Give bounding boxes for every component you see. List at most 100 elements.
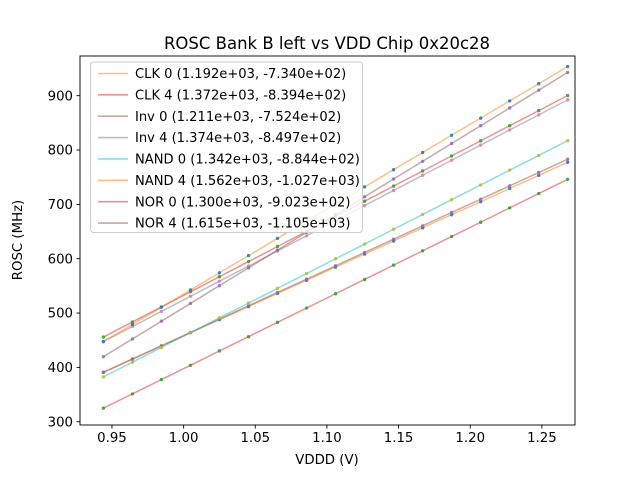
data-point [217,283,222,288]
legend-label: Inv 4 (1.374e+03, -8.497e+02) [135,131,341,146]
data-point [420,159,425,163]
data-point [362,185,367,189]
chart-title: ROSC Bank B left vs VDD Chip 0x20c28 [164,34,490,53]
data-point [420,150,425,155]
data-point [537,153,541,158]
data-point [246,301,251,305]
data-point [565,157,570,161]
data-point [362,242,367,246]
data-point [130,360,135,364]
data-point [507,184,512,188]
data-point [391,177,396,181]
legend-label: CLK 0 (1.192e+03, -7.340e+02) [135,67,346,82]
x-tick-label: 1.15 [384,431,414,446]
data-point [217,271,222,275]
data-point [246,253,251,258]
legend-item: CLK 4 (1.372e+03, -8.394e+02) [98,88,346,103]
data-point [130,320,135,324]
data-point [304,306,309,310]
y-tick-label: 800 [48,144,73,159]
data-point [391,167,396,172]
legend-label: NAND 4 (1.562e+03, -1.027e+03) [135,174,360,189]
data-point [565,64,570,69]
data-point [333,292,338,296]
data-point [507,186,512,191]
plot-layer: 0.95 1.00 1.05 1.10 1.15 1.20 1.25 300 400 500 600… [48,55,576,446]
data-point [246,334,251,339]
data-point [246,259,251,264]
data-point [159,319,164,323]
data-point [101,339,106,344]
data-point [449,210,454,215]
x-tick-label: 1.00 [169,431,199,446]
data-point [130,357,135,361]
data-point [101,375,106,379]
data-point [420,224,425,228]
data-point [449,133,454,137]
data-point [246,266,251,270]
data-point [479,197,483,201]
data-point [420,212,425,217]
data-point [391,263,396,267]
legend-label: NAND 0 (1.342e+03, -8.844e+02) [135,153,360,168]
data-point [130,322,135,327]
legend-item: NOR 4 (1.615e+03, -1.105e+03) [98,217,350,232]
data-point [188,294,193,299]
data-point [362,250,367,255]
data-point [333,257,338,261]
data-point [275,290,280,295]
data-point [101,406,106,410]
y-tick-label: 500 [48,307,73,322]
y-tick-label: 300 [48,415,73,430]
y-tick-label: 400 [48,361,73,376]
legend-label: NOR 0 (1.300e+03, -9.023e+02) [135,195,350,210]
legend-item: NAND 4 (1.562e+03, -1.027e+03) [98,174,360,189]
data-point [304,277,309,281]
data-point [507,168,512,172]
data-point [479,116,483,120]
data-point [537,88,541,92]
data-point [537,113,541,117]
data-point [246,304,251,308]
data-point [217,274,222,279]
data-point [159,377,164,382]
data-point [420,169,425,173]
data-point [507,99,512,103]
data-point [362,199,367,203]
data-point [188,363,193,367]
data-point [507,128,512,132]
data-point [507,206,512,210]
data-point [275,248,280,252]
data-point [101,370,106,375]
data-point [101,335,106,339]
data-point [217,316,222,320]
data-point [479,143,483,147]
data-point [130,392,135,396]
data-point [362,277,367,282]
data-point [159,305,164,309]
data-point [537,108,541,113]
data-point [217,349,222,353]
data-point [537,170,541,175]
data-point [537,191,541,196]
data-point [188,301,193,306]
data-point [449,154,454,158]
data-point [333,264,338,268]
data-point [217,279,222,283]
data-point [507,124,512,128]
data-point [391,237,396,241]
data-point [565,93,570,98]
legend-label: CLK 4 (1.372e+03, -8.394e+02) [135,88,346,103]
data-point [565,98,570,102]
data-point [479,183,483,187]
y-tick-label: 900 [48,89,73,104]
x-tick-label: 1.10 [312,431,342,446]
x-tick-label: 1.05 [240,431,270,446]
legend: CLK 0 (1.192e+03, -7.340e+02) CLK 4 (1.37… [90,61,363,233]
x-tick-label: 1.25 [527,431,557,446]
legend-item: NOR 0 (1.300e+03, -9.023e+02) [98,195,350,210]
data-point [420,173,425,178]
data-point [188,288,193,292]
